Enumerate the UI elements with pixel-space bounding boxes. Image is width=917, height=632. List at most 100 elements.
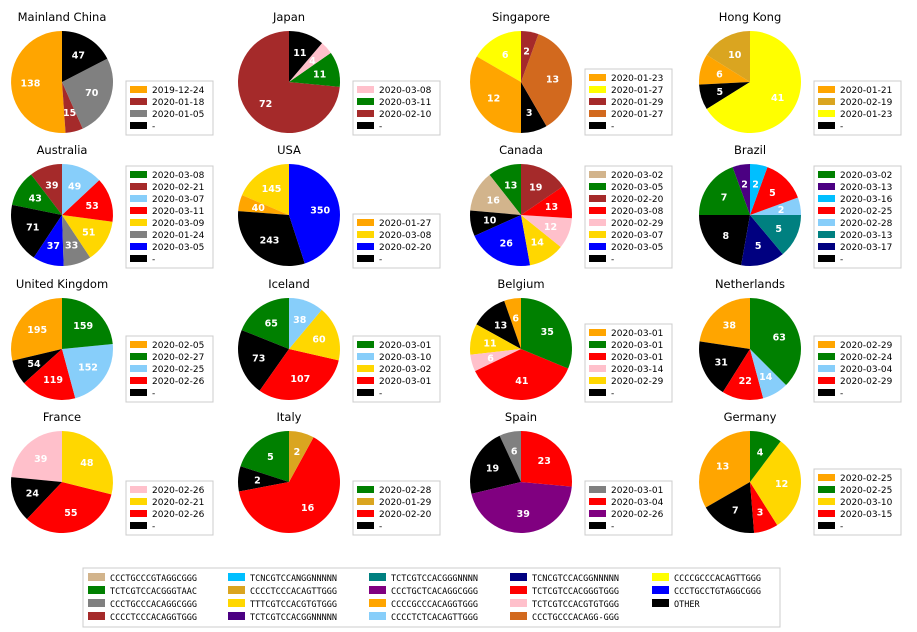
pie-title: Canada bbox=[499, 143, 543, 157]
legend-label: 2020-03-11 bbox=[379, 98, 431, 108]
legend: 2020-01-23 2020-01-27 2020-01-29 2020-01-27… bbox=[584, 68, 673, 136]
pie-united-kingdom: United Kingdom195541191521592020-02-0520… bbox=[11, 277, 214, 403]
sequence-key-swatch bbox=[228, 612, 245, 620]
legend-swatch bbox=[818, 243, 835, 250]
pie-slice bbox=[62, 31, 108, 82]
pie-slice bbox=[289, 309, 340, 361]
slice-value-label: 41 bbox=[515, 376, 528, 387]
legend: 2020-02-28 2020-01-29 2020-02-20 - bbox=[352, 480, 441, 536]
pie-slice bbox=[237, 211, 305, 266]
sequence-key-label: CCCTGCCCACAGGCGGG bbox=[110, 600, 197, 610]
slice-value-label: 73 bbox=[252, 354, 265, 365]
slice-value-label: 53 bbox=[85, 201, 98, 212]
legend-label: - bbox=[152, 122, 155, 132]
legend-label: 2020-03-08 bbox=[379, 86, 432, 96]
pie-singapore: Singapore61231322020-01-232020-01-272020… bbox=[469, 10, 673, 136]
slice-value-label: 11 bbox=[483, 338, 496, 349]
legend-swatch bbox=[818, 219, 835, 226]
legend-label: 2020-03-11 bbox=[152, 207, 204, 217]
legend-swatch bbox=[589, 219, 606, 226]
legend-label: 2020-02-25 bbox=[840, 207, 892, 217]
slice-value-label: 5 bbox=[267, 452, 274, 463]
slice-value-label: 5 bbox=[769, 188, 776, 199]
legend: 2020-03-02 2020-03-13 2020-03-16 2020-02-25… bbox=[813, 165, 902, 269]
pie-slice bbox=[241, 298, 289, 349]
legend-label: 2020-03-05 bbox=[611, 243, 663, 253]
legend-swatch bbox=[589, 389, 606, 396]
pie-slice bbox=[62, 58, 114, 129]
pie-slice bbox=[62, 82, 83, 133]
slice-value-label: 6 bbox=[716, 70, 723, 81]
slice-value-label: 26 bbox=[500, 239, 514, 250]
legend-label: - bbox=[379, 122, 382, 132]
slice-value-label: 13 bbox=[546, 75, 559, 86]
legend-swatch bbox=[130, 195, 147, 202]
legend-label: 2020-01-23 bbox=[611, 74, 663, 84]
legend-label: 2020-01-23 bbox=[840, 110, 892, 120]
legend-label: - bbox=[840, 255, 843, 265]
legend-swatch bbox=[357, 389, 374, 396]
pie-slice bbox=[62, 180, 113, 222]
pie-title: France bbox=[43, 410, 81, 424]
legend-label: 2020-03-05 bbox=[611, 183, 663, 193]
legend-label: 2020-02-20 bbox=[379, 243, 432, 253]
legend-label: - bbox=[379, 522, 382, 532]
pie-iceland: Iceland657310760382020-03-012020-03-1020… bbox=[238, 277, 441, 403]
sequence-key-swatch bbox=[510, 612, 527, 620]
pie-slice bbox=[289, 431, 314, 482]
legend-swatch bbox=[357, 522, 374, 529]
slice-value-label: 47 bbox=[72, 51, 85, 62]
pie-slice bbox=[238, 330, 289, 391]
sequence-key-swatch bbox=[88, 573, 105, 581]
pie-slice bbox=[62, 215, 113, 258]
legend: 2020-03-08 2020-03-11 2020-02-10 - bbox=[352, 80, 441, 136]
sequence-key-swatch bbox=[88, 599, 105, 607]
slice-value-label: 2 bbox=[254, 476, 261, 487]
legend-swatch bbox=[130, 86, 147, 93]
legend-label: 2020-03-02 bbox=[840, 171, 892, 181]
slice-value-label: 8 bbox=[722, 231, 729, 242]
legend-swatch bbox=[130, 183, 147, 190]
legend-label: 2020-01-27 bbox=[611, 86, 663, 96]
legend-swatch bbox=[130, 377, 147, 384]
slice-value-label: 71 bbox=[26, 223, 39, 234]
legend-swatch bbox=[589, 231, 606, 238]
pie-slice bbox=[521, 215, 561, 266]
pie-slice bbox=[33, 215, 64, 266]
legend-swatch bbox=[130, 353, 147, 360]
legend-swatch bbox=[589, 486, 606, 493]
legend-swatch bbox=[589, 98, 606, 105]
pie-slice bbox=[475, 349, 569, 401]
legend-swatch bbox=[130, 171, 147, 178]
legend-label: 2020-02-20 bbox=[611, 195, 664, 205]
slice-value-label: 7 bbox=[732, 506, 739, 517]
legend-swatch bbox=[130, 122, 147, 129]
legend-label: - bbox=[840, 389, 843, 399]
sequence-key-label: CCCTGCCTGTAGGCGGG bbox=[674, 587, 761, 597]
legend-label: 2020-03-02 bbox=[379, 365, 431, 375]
legend-swatch bbox=[589, 353, 606, 360]
sequence-key-swatch bbox=[652, 599, 669, 607]
legend-label: - bbox=[152, 522, 155, 532]
pie-slice bbox=[698, 431, 750, 508]
legend-label: - bbox=[840, 122, 843, 132]
slice-value-label: 43 bbox=[29, 194, 42, 205]
legend-label: 2020-03-13 bbox=[840, 183, 892, 193]
legend-label: 2020-03-08 bbox=[152, 171, 205, 181]
legend: 2020-02-25 2020-02-25 2020-03-10 2020-03-15… bbox=[813, 468, 902, 536]
slice-value-label: 159 bbox=[73, 321, 93, 332]
legend-label: 2020-02-21 bbox=[152, 498, 204, 508]
legend: 2020-01-21 2020-02-19 2020-01-23 - bbox=[813, 80, 902, 136]
legend-label: 2020-03-02 bbox=[611, 171, 663, 181]
sequence-key-label: CCCTGCTCACAGGCGGG bbox=[391, 587, 478, 597]
slice-value-label: 14 bbox=[759, 372, 773, 383]
slice-value-label: 48 bbox=[80, 458, 94, 469]
pie-slice bbox=[521, 31, 539, 82]
sequence-key-label: TCNCGTCCACGGNNNNN bbox=[532, 574, 619, 584]
legend-swatch bbox=[589, 255, 606, 262]
pie-slice bbox=[238, 437, 340, 533]
pie-slice bbox=[705, 482, 755, 533]
legend-label: 2020-01-24 bbox=[152, 231, 205, 241]
slice-value-label: 35 bbox=[541, 327, 554, 338]
